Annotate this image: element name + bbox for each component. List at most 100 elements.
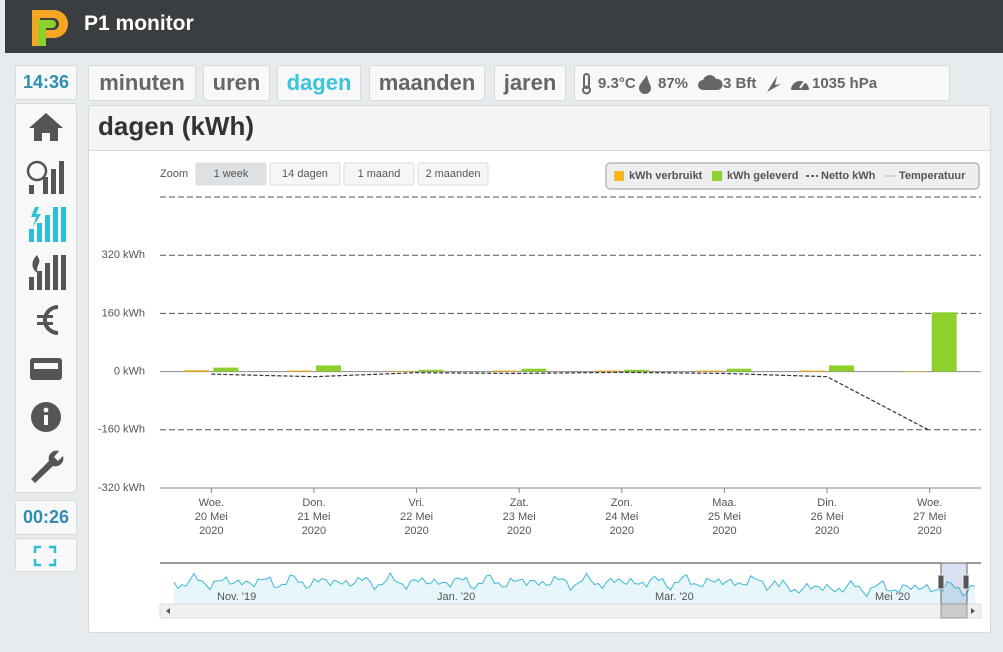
zoom-button-label[interactable]: 14 dagen — [282, 168, 328, 180]
bar — [829, 365, 855, 372]
bar — [213, 367, 239, 372]
weather-bar: 9.3°C 87% 3 Bft 1035 hPa — [574, 65, 950, 101]
home-icon[interactable] — [29, 113, 63, 141]
line — [211, 371, 930, 432]
tab[interactable]: maanden — [369, 65, 485, 101]
zoom-button[interactable] — [343, 162, 415, 186]
bar — [697, 370, 723, 372]
gas-icon[interactable] — [29, 255, 66, 290]
panel-title: dagen (kWh) — [98, 111, 254, 141]
logo — [32, 10, 68, 46]
legend-label[interactable]: Netto kWh — [821, 170, 876, 182]
x-tick-label: Zat. — [510, 497, 529, 509]
nav-icons — [26, 113, 66, 483]
zoom-button[interactable] — [195, 162, 267, 186]
bar — [184, 370, 210, 372]
x-tick-label: Woe. — [917, 497, 942, 509]
legend — [605, 162, 980, 190]
settings-icon[interactable] — [31, 450, 64, 483]
navigator-handle[interactable] — [937, 574, 945, 590]
x-tick-label: 2020 — [507, 525, 531, 537]
x-tick-label: 2020 — [610, 525, 634, 537]
x-tick-label: 25 Mei — [708, 511, 741, 523]
x-tick-label: Don. — [302, 497, 325, 509]
x-tick-label: 2020 — [302, 525, 326, 537]
x-tick-label: 23 Mei — [503, 511, 536, 523]
x-tick-label: 26 Mei — [811, 511, 844, 523]
x-tick-label: Maa. — [712, 497, 736, 509]
bar — [286, 370, 312, 372]
x-tick-label: Zon. — [611, 497, 633, 509]
power-icon[interactable] — [29, 207, 66, 242]
wind: 3 Bft — [723, 75, 757, 92]
tab[interactable]: dagen — [277, 65, 361, 101]
fullscreen-icon[interactable] — [33, 545, 57, 567]
zoom-button[interactable] — [417, 162, 489, 186]
x-tick-label: Din. — [817, 497, 837, 509]
bar — [800, 370, 826, 372]
tab[interactable]: uren — [203, 65, 270, 101]
bar — [315, 365, 341, 372]
timer: 00:26 — [15, 500, 77, 535]
navigator-label: Mei '20 — [875, 591, 910, 603]
panel-header — [88, 105, 991, 151]
bar — [389, 370, 415, 372]
bar — [594, 370, 620, 372]
zoom-button-label[interactable]: 2 maanden — [425, 168, 480, 180]
temperature: 9.3°C — [598, 75, 636, 92]
x-tick-label: 24 Mei — [605, 511, 638, 523]
x-tick-label: 2020 — [712, 525, 736, 537]
y-tick-label: 320 kWh — [102, 249, 145, 261]
navigator-line — [173, 572, 976, 598]
x-tick-label: 2020 — [917, 525, 941, 537]
x-tick-label: Vri. — [409, 497, 425, 509]
zoom-button-label[interactable]: 1 maand — [358, 168, 401, 180]
info-icon[interactable] — [31, 402, 61, 432]
tab[interactable]: minuten — [88, 65, 196, 101]
legend-label[interactable]: Temperatuur — [899, 170, 966, 182]
y-tick-label: -320 kWh — [98, 482, 145, 494]
bar — [931, 312, 957, 372]
bar — [726, 368, 752, 372]
top-bar — [5, 0, 1003, 53]
pressure: 1035 hPa — [812, 75, 878, 92]
x-tick-label: Woe. — [199, 497, 224, 509]
legend-label[interactable]: kWh verbruikt — [629, 170, 703, 182]
meter-icon[interactable] — [30, 358, 62, 380]
bar — [902, 371, 928, 372]
x-tick-label: 22 Mei — [400, 511, 433, 523]
scrollbar — [159, 603, 982, 619]
bar — [521, 368, 547, 372]
navigator-label: Mar. '20 — [655, 591, 694, 603]
navigator-area — [174, 573, 975, 604]
app-title: P1 monitor — [84, 12, 194, 35]
scroll-left[interactable] — [166, 608, 170, 614]
weather-icons — [582, 73, 809, 95]
zoom-button[interactable] — [269, 162, 341, 186]
x-tick-label: 2020 — [199, 525, 223, 537]
legend-label[interactable]: kWh geleverd — [727, 170, 799, 182]
legend-symbol[interactable] — [712, 171, 722, 181]
navigator-label: Nov. '19 — [217, 591, 256, 603]
humidity: 87% — [658, 75, 689, 92]
zoom-button-label[interactable]: 1 week — [214, 168, 249, 180]
x-tick-label: 2020 — [404, 525, 428, 537]
bar — [418, 369, 444, 372]
euro-icon[interactable] — [43, 305, 59, 335]
fullscreen-button[interactable] — [15, 538, 77, 572]
minutes-icon[interactable] — [26, 160, 64, 194]
tab[interactable]: jaren — [494, 65, 566, 101]
navigator-handle[interactable] — [962, 574, 970, 590]
bar — [623, 369, 649, 372]
zoom-label: Zoom — [160, 168, 188, 180]
scrollbar-thumb[interactable] — [940, 603, 968, 619]
clock: 14:36 — [15, 65, 77, 100]
scroll-right[interactable] — [971, 608, 975, 614]
legend-symbol[interactable] — [614, 171, 624, 181]
chart: Zoom 1 week 14 dagen 1 maand 2 maanden kWh ve… — [98, 162, 982, 619]
x-tick-label: 21 Mei — [297, 511, 330, 523]
x-tick-label: 2020 — [815, 525, 839, 537]
navigator-label: Jan. '20 — [437, 591, 475, 603]
